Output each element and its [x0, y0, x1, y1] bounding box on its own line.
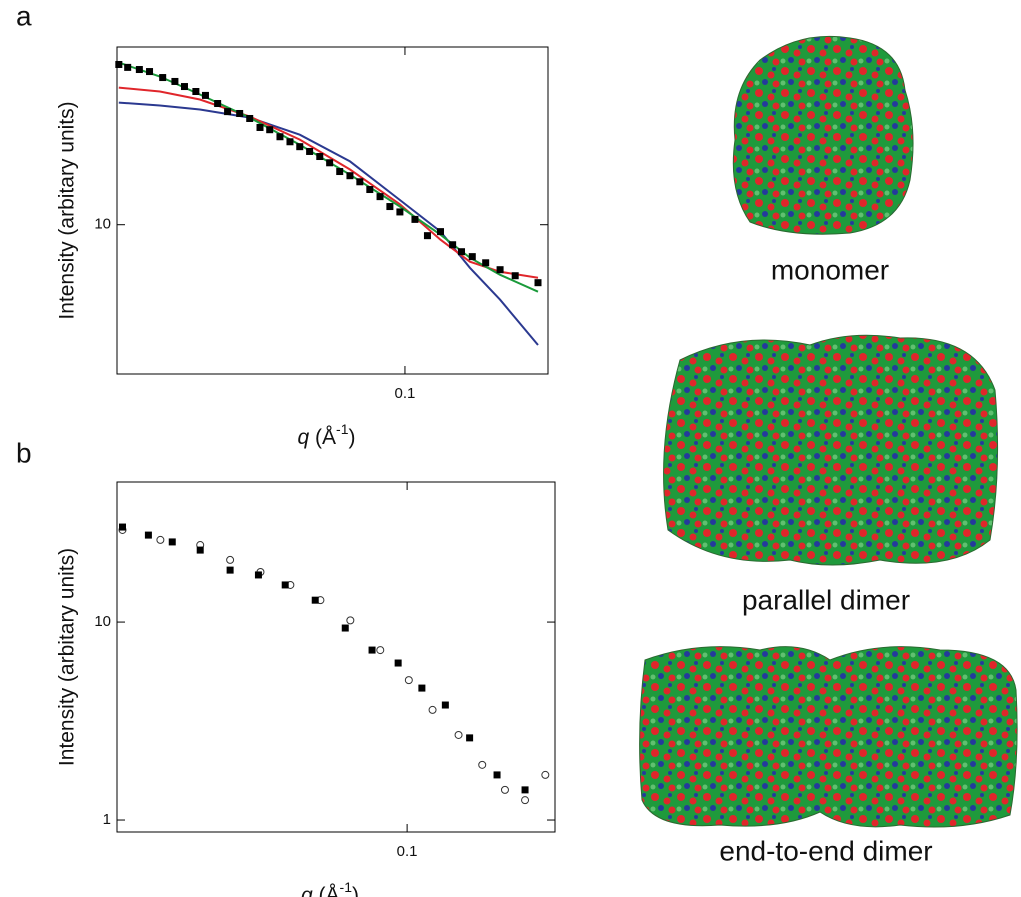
x-axis-label-part: (Å	[313, 884, 340, 897]
x-axis-label-part: -1	[340, 879, 353, 895]
chart: 1 10 0.1 Intensity (arbitary units) q (Å-1)	[56, 481, 556, 897]
data-point	[266, 126, 274, 134]
end-to-end-dimer-structure	[639, 646, 1018, 828]
data-point	[441, 701, 449, 709]
data-point	[500, 785, 509, 794]
data-point	[286, 138, 294, 146]
structure-caption: monomer	[771, 254, 889, 285]
data-point	[521, 786, 529, 794]
data-point	[521, 796, 530, 805]
data-point	[356, 178, 364, 186]
parallel-dimer-structure	[663, 334, 999, 566]
data-point	[493, 771, 501, 779]
data-point	[254, 571, 262, 579]
x-axis-label-part: )	[348, 426, 355, 449]
data-point	[135, 66, 143, 74]
data-point	[376, 646, 385, 655]
x-axis-label-part: q	[301, 884, 313, 897]
data-point	[423, 232, 431, 240]
data-point	[196, 546, 204, 554]
data-point	[171, 77, 179, 85]
data-point	[281, 581, 289, 589]
x-axis-label: q (Å-1)	[298, 421, 356, 449]
data-point	[214, 100, 222, 108]
y-tick-label: 10	[94, 216, 111, 233]
data-point	[541, 770, 550, 779]
data-point	[418, 684, 426, 692]
data-point	[534, 279, 542, 287]
x-axis-label-part: )	[352, 884, 359, 897]
data-point	[411, 215, 419, 223]
data-point	[276, 133, 284, 141]
plot-frame	[116, 46, 549, 375]
fit-curve	[118, 101, 539, 346]
data-point	[168, 538, 176, 546]
data-point	[256, 123, 264, 131]
data-point	[428, 705, 437, 714]
data-point	[396, 208, 404, 216]
data-point	[511, 272, 519, 280]
data-point	[437, 228, 445, 236]
data-point	[466, 734, 474, 742]
data-point	[316, 153, 324, 161]
data-point	[368, 646, 376, 654]
chart: 10 0.1 Intensity (arbitary units) q (Å-1)	[56, 46, 549, 449]
data-point	[236, 109, 244, 117]
x-tick-label: 0.1	[395, 385, 416, 402]
data-point	[482, 259, 490, 267]
data-point	[346, 172, 354, 180]
data-point	[246, 114, 254, 122]
y-tick-label: 10	[94, 613, 111, 630]
data-point	[336, 168, 344, 176]
structure-caption: end-to-end dimer	[719, 835, 932, 866]
y-tick-label: 1	[103, 811, 111, 828]
monomer-structure	[732, 35, 914, 235]
x-axis-label-part: (Å	[309, 426, 336, 449]
data-point	[346, 616, 355, 625]
data-point	[454, 730, 463, 739]
y-axis-label: Intensity (arbitary units)	[56, 548, 79, 766]
plot-frame	[116, 481, 556, 833]
data-point	[386, 203, 394, 211]
data-point	[376, 193, 384, 201]
x-axis-label-part: q	[298, 426, 310, 449]
fit-curve	[118, 86, 539, 279]
data-point	[468, 253, 476, 261]
data-point	[394, 659, 402, 667]
x-axis-label: q (Å-1)	[301, 879, 359, 897]
data-point	[326, 159, 334, 167]
data-point	[311, 596, 319, 604]
data-point	[404, 676, 413, 685]
y-axis-label: Intensity (arbitary units)	[56, 101, 79, 319]
data-point	[366, 186, 374, 194]
data-point	[156, 535, 165, 544]
data-point	[496, 266, 504, 274]
x-tick-label: 0.1	[397, 843, 418, 860]
data-point	[341, 624, 349, 632]
data-point	[146, 68, 154, 76]
data-point	[201, 91, 209, 99]
data-point	[144, 531, 152, 539]
data-point	[226, 566, 234, 574]
structure-caption: parallel dimer	[742, 584, 910, 615]
data-point	[159, 74, 167, 82]
data-point	[296, 143, 304, 151]
data-point	[180, 83, 188, 91]
data-point	[478, 760, 487, 769]
data-point	[115, 60, 123, 68]
panel-label: b	[16, 437, 32, 468]
panel-label: a	[16, 0, 32, 31]
data-point	[449, 241, 457, 249]
data-point	[458, 248, 466, 256]
data-point	[306, 147, 314, 155]
x-axis-label-part: -1	[336, 421, 349, 437]
data-point	[226, 555, 235, 564]
data-point	[124, 63, 132, 71]
data-point	[224, 108, 232, 116]
data-point	[192, 88, 200, 96]
data-point	[118, 523, 126, 531]
